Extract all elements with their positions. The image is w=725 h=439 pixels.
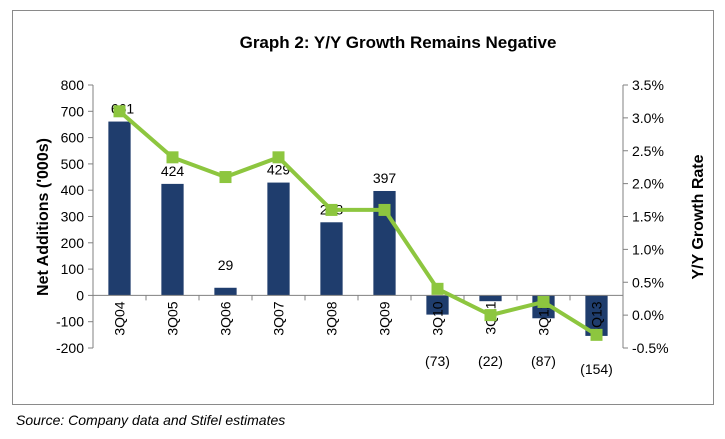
- right-tick-label: 2.0%: [632, 176, 664, 192]
- right-tick-label: 1.0%: [632, 241, 664, 257]
- bar-3Q11: [479, 295, 502, 302]
- x-tick-label-3Q06: 3Q06: [218, 301, 234, 335]
- bar-label-3Q13: (154): [580, 361, 613, 377]
- bar-3Q07: [267, 182, 290, 296]
- bar-label-3Q05: 424: [161, 163, 185, 179]
- bar-label-3Q09: 397: [373, 170, 397, 186]
- growth-marker-3Q09: [378, 203, 391, 216]
- left-tick-label: -100: [56, 314, 84, 330]
- right-tick-label: 3.0%: [632, 110, 664, 126]
- growth-marker-3Q08: [325, 203, 338, 216]
- growth-marker-3Q04: [113, 105, 126, 118]
- left-tick-label: 300: [61, 209, 85, 225]
- chart-title: Graph 2: Y/Y Growth Remains Negative: [240, 33, 557, 52]
- bar-label-3Q12: (87): [531, 353, 556, 369]
- y2-axis-label: Y/Y Growth Rate: [690, 154, 707, 279]
- zero-line: [92, 294, 624, 301]
- growth-marker-3Q11: [484, 309, 497, 322]
- left-tick-label: 100: [61, 261, 85, 277]
- bar-3Q04: [108, 121, 131, 296]
- left-tick-label: 200: [61, 235, 85, 251]
- bar-3Q10: [426, 295, 449, 315]
- x-tick-label-3Q07: 3Q07: [271, 301, 287, 335]
- bar-label-3Q11: (22): [478, 353, 503, 369]
- x-tick-label-3Q10: 3Q10: [430, 301, 446, 335]
- growth-marker-3Q12: [537, 295, 550, 308]
- growth-marker-3Q05: [166, 151, 179, 164]
- left-tick-label: 800: [61, 77, 85, 93]
- right-tick-label: -0.5%: [632, 340, 669, 356]
- left-tick-label: -200: [56, 340, 84, 356]
- left-tick-label: 700: [61, 103, 85, 119]
- bar-label-3Q06: 29: [218, 257, 234, 273]
- source-note: Source: Company data and Stifel estimate…: [16, 412, 286, 428]
- growth-marker-3Q06: [219, 171, 232, 184]
- x-tick-label-3Q08: 3Q08: [324, 301, 340, 335]
- right-tick-label: 2.5%: [632, 143, 664, 159]
- left-axis: 800 700 600 500 400 300 200 100 0 -100 -200: [56, 77, 94, 356]
- x-tick-label-3Q13: 3Q13: [589, 301, 605, 335]
- growth-marker-3Q10: [431, 282, 444, 295]
- x-tick-label-3Q04: 3Q04: [112, 301, 128, 335]
- right-tick-label: 0.5%: [632, 274, 664, 290]
- growth-marker-3Q07: [272, 151, 285, 164]
- bar-3Q08: [320, 222, 343, 296]
- left-tick-label: 400: [61, 182, 85, 198]
- bar-label-3Q10: (73): [425, 353, 450, 369]
- bar-3Q05: [161, 183, 184, 296]
- growth-line-series: [113, 105, 603, 341]
- bar-3Q13: [585, 295, 608, 336]
- right-axis: 3.5% 3.0% 2.5% 2.0% 1.5% 1.0% 0.5% 0.0% -0.5%: [622, 77, 669, 356]
- x-tick-label-3Q05: 3Q05: [165, 301, 181, 335]
- left-tick-label: 0: [76, 287, 84, 303]
- left-tick-label: 600: [61, 130, 85, 146]
- x-tick-label-3Q09: 3Q09: [377, 301, 393, 335]
- bar-3Q06: [214, 287, 237, 296]
- right-tick-label: 1.5%: [632, 209, 664, 225]
- y-axis-label: Net Additions ('000s): [35, 138, 52, 296]
- x-tick-label-3Q12: 3Q12: [536, 301, 552, 335]
- growth-line: [118, 109, 598, 337]
- growth-marker-3Q13: [590, 328, 603, 341]
- left-tick-label: 500: [61, 156, 85, 172]
- right-tick-label: 3.5%: [632, 77, 664, 93]
- right-tick-label: 0.0%: [632, 307, 664, 323]
